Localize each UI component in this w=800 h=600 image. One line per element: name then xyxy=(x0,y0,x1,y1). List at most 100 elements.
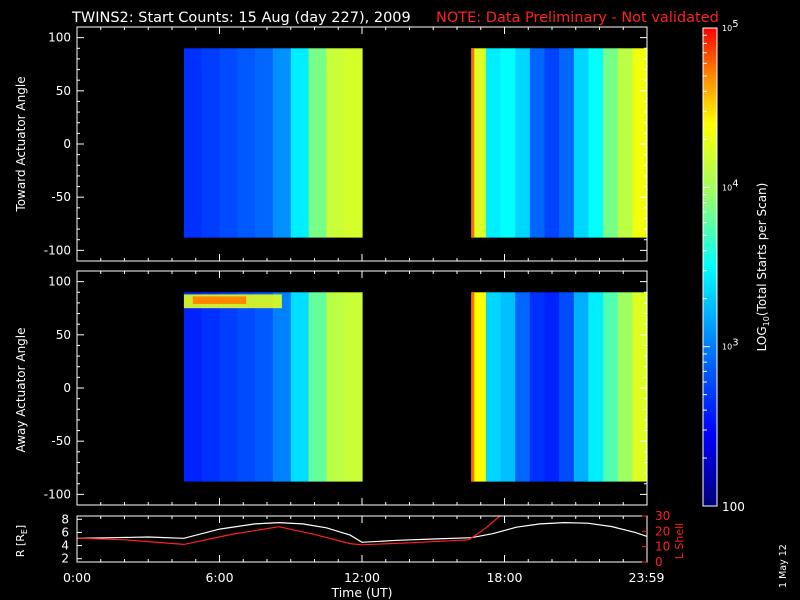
lshell-y-label: L Shell xyxy=(673,523,686,559)
radius-label-sub: E xyxy=(20,529,29,534)
y-tick-label: -50 xyxy=(51,190,71,204)
colorbar-tick-exp: 4 xyxy=(732,178,738,189)
heatmap-column xyxy=(515,292,531,482)
x-axis-label: Time (UT) xyxy=(330,585,392,600)
x-tick-label: 0:00 xyxy=(63,570,91,585)
away-y-label: Away Actuator Angle xyxy=(14,327,28,452)
right-tick-label: 30 xyxy=(655,509,670,523)
heatmap-column xyxy=(559,292,575,482)
away-y-axis: 100 50 0 -50 -100 xyxy=(44,271,648,505)
heatmap-column xyxy=(471,48,487,238)
heatmap-column xyxy=(485,292,502,482)
toward-y-axis: 100 50 0 -50 -100 xyxy=(44,27,648,261)
heatmap-column xyxy=(617,292,633,482)
colorbar-tick-base: 100 xyxy=(722,500,745,514)
colorbar-tick-base: 10 xyxy=(722,343,732,352)
colorbar-tick-base: 10 xyxy=(722,24,732,33)
colorbar-tick-label: 104 xyxy=(722,178,739,192)
heatmap-column xyxy=(344,292,363,482)
toward-heatmap xyxy=(183,48,648,238)
heatmap-column xyxy=(588,48,604,238)
y-tick-label: 100 xyxy=(48,275,71,289)
heatmap-column xyxy=(344,48,363,238)
radius-label-end: ] xyxy=(14,525,27,529)
heatmap-column xyxy=(290,292,310,482)
edge-stripe xyxy=(471,292,475,482)
heatmap-column xyxy=(573,292,589,482)
heatmap-column xyxy=(471,292,487,482)
heatmap-column xyxy=(500,48,516,238)
toward-y-label: Toward Actuator Angle xyxy=(14,76,28,212)
heatmap-column xyxy=(255,48,274,238)
heatmap-column xyxy=(529,48,545,238)
y-tick-label: 0 xyxy=(63,137,71,151)
y-tick-label: 100 xyxy=(48,31,71,45)
orbit-lines xyxy=(76,515,648,546)
away-heatmap xyxy=(183,292,648,482)
heatmap-column xyxy=(573,48,589,238)
heatmap-column xyxy=(272,292,292,482)
left-tick-label: 4 xyxy=(61,539,69,553)
preliminary-note: NOTE: Data Preliminary - Not validated xyxy=(436,10,719,26)
colorbar-tick-label: 103 xyxy=(722,338,739,352)
panel-away: 100 50 0 -50 -100 Away Actuator Angle xyxy=(14,270,648,506)
heatmap-column xyxy=(529,292,545,482)
colorbar-gradient xyxy=(702,27,718,507)
heatmap-column xyxy=(308,48,327,238)
heatmap-column xyxy=(201,292,221,482)
edge-stripe xyxy=(471,48,475,238)
heatmap-column xyxy=(500,292,516,482)
heatmap-column xyxy=(588,292,604,482)
heatmap-column xyxy=(201,48,221,238)
heatmap-column xyxy=(485,48,502,238)
radius-label-main: R [R xyxy=(14,534,27,557)
heatmap-column xyxy=(237,292,256,482)
heatmap-column xyxy=(632,292,648,482)
colorbar-label-sub: 10 xyxy=(762,316,771,326)
y-tick-label: 0 xyxy=(63,381,71,395)
right-tick-label: 20 xyxy=(655,524,670,538)
hot-band-core xyxy=(192,296,247,304)
y-tick-label: 50 xyxy=(56,328,71,342)
lshell-line xyxy=(76,515,501,546)
x-tick-label: 6:00 xyxy=(205,570,233,585)
heatmap-column xyxy=(183,48,203,238)
panel-toward: 100 50 0 -50 -100 Toward Actuator Angle xyxy=(14,26,648,262)
heatmap-column xyxy=(290,48,310,238)
y-tick-label: -100 xyxy=(44,243,71,257)
y-tick-label: 50 xyxy=(56,84,71,98)
heatmap-column xyxy=(544,292,560,482)
colorbar-tick-exp: 3 xyxy=(732,338,738,349)
heatmap-column xyxy=(603,48,619,238)
heatmap-column xyxy=(603,292,619,482)
heatmap-column xyxy=(326,48,345,238)
colorbar-tick-base: 10 xyxy=(722,183,732,192)
heatmap-column xyxy=(544,48,560,238)
heatmap-column xyxy=(183,292,203,482)
heatmap-column xyxy=(219,292,238,482)
right-tick-label: 0 xyxy=(655,555,663,569)
colorbar-tick-label: 105 xyxy=(722,19,739,33)
figure-title: TWINS2: Start Counts: 15 Aug (day 227), … xyxy=(71,10,411,26)
left-tick-label: 8 xyxy=(61,512,69,526)
heatmap-column xyxy=(617,48,633,238)
heatmap-column xyxy=(559,48,575,238)
heatmap-column xyxy=(308,292,327,482)
heatmap-column xyxy=(272,48,292,238)
x-tick-label: 12:00 xyxy=(344,570,380,585)
y-tick-label: -100 xyxy=(44,487,71,501)
heatmap-column xyxy=(632,48,648,238)
radius-line xyxy=(76,521,648,543)
colorbar-tick-exp: 5 xyxy=(732,19,738,30)
heatmap-column xyxy=(219,48,238,238)
left-tick-label: 6 xyxy=(61,525,69,539)
heatmap-column xyxy=(326,292,345,482)
right-tick-label: 10 xyxy=(655,540,670,554)
radius-y-label: R [RE] xyxy=(14,525,29,557)
